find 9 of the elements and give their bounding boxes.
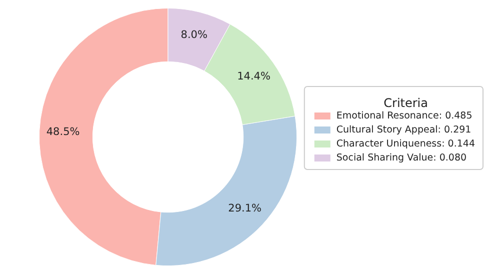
- data-label: 8.0%: [180, 29, 208, 42]
- data-label: 29.1%: [228, 202, 262, 215]
- legend-label: Social Sharing Value: 0.080: [336, 152, 467, 164]
- data-label: 14.4%: [237, 70, 270, 82]
- legend-label: Emotional Resonance: 0.485: [336, 110, 472, 122]
- legend-label: Character Uniqueness: 0.144: [336, 138, 476, 150]
- data-label: 48.5%: [46, 126, 80, 138]
- legend-title: Criteria: [384, 96, 428, 110]
- legend-label: Cultural Story Appeal: 0.291: [336, 124, 472, 136]
